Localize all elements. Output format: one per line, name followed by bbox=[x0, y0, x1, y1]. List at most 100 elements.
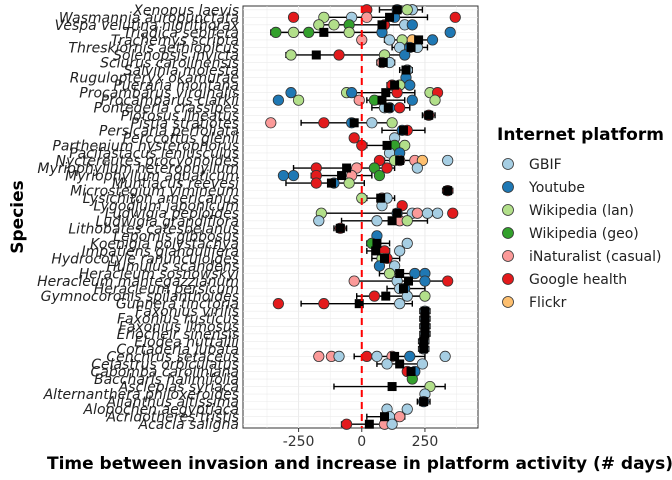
x-tick-label: -250 bbox=[283, 434, 315, 450]
data-point bbox=[426, 34, 439, 46]
data-point bbox=[272, 298, 284, 310]
y-axis-title: Species bbox=[8, 180, 28, 254]
species-label: Acacia saligna bbox=[138, 417, 239, 433]
species-label: Pistia stratiotes bbox=[131, 116, 240, 132]
data-point bbox=[406, 19, 418, 31]
median-square bbox=[381, 291, 391, 301]
median-square bbox=[376, 193, 386, 203]
species-label: Gunnera tinctoria bbox=[116, 297, 239, 313]
data-point bbox=[287, 169, 300, 182]
median-square bbox=[406, 366, 416, 376]
species-label: Persicaria perfoliata bbox=[99, 123, 239, 139]
legend-label: Youtube bbox=[528, 180, 585, 196]
data-point bbox=[381, 162, 393, 174]
species-label: Ludwigia peploides bbox=[105, 206, 239, 222]
data-point bbox=[383, 267, 396, 280]
data-point bbox=[313, 350, 325, 363]
species-label: Pueraria montana bbox=[113, 78, 239, 94]
median-square bbox=[420, 321, 430, 331]
data-point bbox=[429, 94, 441, 106]
species-label: Sciurus carolinensis bbox=[100, 56, 239, 72]
data-point bbox=[401, 4, 413, 16]
data-point bbox=[401, 237, 413, 249]
median-square bbox=[392, 5, 402, 15]
median-square bbox=[377, 20, 387, 30]
species-label: Wasmannia auropunctata bbox=[59, 10, 239, 26]
data-point bbox=[419, 290, 431, 302]
species-label: Trachemys scripta bbox=[111, 33, 239, 49]
legend-label: Google health bbox=[529, 272, 627, 288]
data-point bbox=[277, 169, 290, 182]
legend-key bbox=[502, 181, 514, 193]
median-square bbox=[378, 58, 388, 68]
legend: Internet platform GBIF Youtube Wikipedia (… bbox=[497, 125, 664, 311]
median-square bbox=[387, 382, 397, 392]
legend-label: GBIF bbox=[529, 157, 562, 173]
data-point bbox=[431, 207, 444, 219]
species-label: Lysichiton americanus bbox=[83, 191, 239, 207]
median-square bbox=[420, 306, 430, 316]
species-label: Impatiens glandulifera bbox=[82, 244, 240, 260]
data-point bbox=[411, 207, 423, 219]
median-square bbox=[390, 351, 400, 361]
data-point bbox=[303, 26, 315, 38]
x-ticks: -250 0 250 bbox=[283, 428, 439, 450]
legend-key bbox=[502, 250, 514, 262]
species-label: Microstegium vimineum bbox=[70, 184, 239, 200]
data-point bbox=[348, 132, 360, 144]
data-point bbox=[394, 245, 406, 257]
data-point bbox=[292, 94, 305, 106]
median-square bbox=[335, 223, 345, 233]
median-square bbox=[337, 171, 347, 181]
data-point bbox=[318, 298, 330, 310]
median-square bbox=[372, 238, 382, 248]
median-markers bbox=[311, 5, 453, 429]
data-point bbox=[285, 87, 297, 99]
species-label: Baccharis halimifolia bbox=[94, 372, 239, 388]
data-point bbox=[404, 350, 416, 363]
median-square bbox=[383, 103, 393, 113]
species-label: Acridotheres tristis bbox=[105, 410, 239, 426]
data-point bbox=[442, 275, 454, 287]
median-square bbox=[401, 65, 411, 75]
median-square bbox=[419, 344, 429, 354]
median-square bbox=[326, 178, 336, 188]
median-square bbox=[424, 110, 434, 120]
species-label: Perccottus glenii bbox=[123, 131, 240, 147]
data-point bbox=[272, 94, 284, 106]
species-label: Threskiornis aethiopicus bbox=[68, 40, 239, 56]
species-label: Alternanthera philoxeroides bbox=[43, 387, 239, 403]
species-label: Ludwigia grandiflora bbox=[95, 214, 239, 230]
species-label: Cortaderia jubata bbox=[116, 342, 239, 358]
legend-label: Wikipedia (geo) bbox=[529, 226, 639, 242]
median-square bbox=[395, 155, 405, 165]
data-point bbox=[341, 418, 353, 430]
data-point bbox=[406, 94, 418, 106]
data-point bbox=[343, 177, 355, 189]
data-point bbox=[333, 49, 345, 61]
data-point bbox=[447, 207, 459, 219]
species-label: Celastrus orbiculatus bbox=[91, 357, 239, 373]
species-label: Lithobates catesbeianus bbox=[68, 221, 239, 237]
data-point bbox=[411, 162, 423, 174]
species-label: Rugulopteryx okamurae bbox=[70, 71, 239, 87]
species-label: Muntiacus reevesi bbox=[112, 176, 239, 192]
data-point bbox=[366, 117, 378, 129]
data-point bbox=[373, 169, 386, 182]
gridlines bbox=[243, 6, 478, 428]
median-square bbox=[406, 42, 416, 52]
data-point bbox=[394, 102, 406, 114]
median-square bbox=[398, 125, 408, 135]
median-square bbox=[342, 163, 352, 173]
x-tick-label: 250 bbox=[412, 434, 439, 450]
data-point bbox=[313, 19, 325, 31]
species-label: Pacifastacus leniusculus bbox=[69, 146, 239, 162]
species-label: Eriocheir sinensis bbox=[117, 327, 239, 343]
species-label: Procambarus clarkii bbox=[101, 93, 239, 109]
data-point bbox=[371, 215, 383, 227]
data-point bbox=[416, 358, 429, 370]
species-label: Cenchrus setaceus bbox=[106, 349, 239, 365]
species-label: Nyctereutes procyonoides bbox=[55, 153, 239, 169]
median-square bbox=[354, 299, 364, 309]
